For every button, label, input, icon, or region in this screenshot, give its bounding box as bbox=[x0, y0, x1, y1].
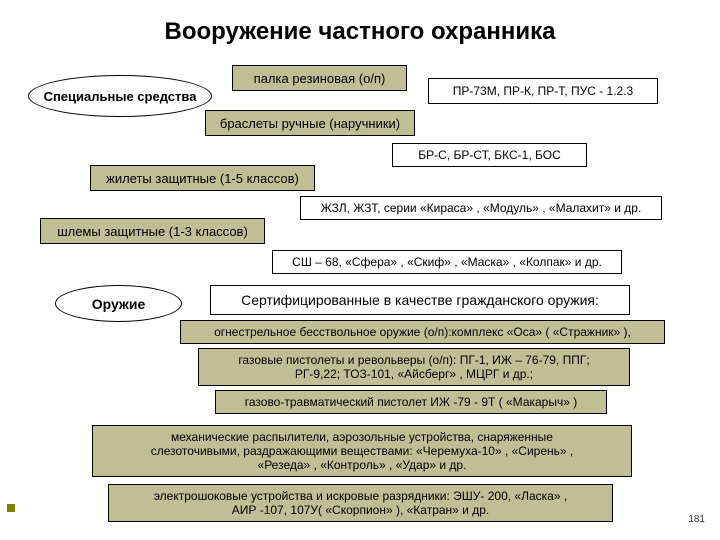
node-white-ssh: СШ – 68, «Сфера» , «Скиф» , «Маска» , «К… bbox=[272, 250, 622, 274]
footer-square-icon bbox=[7, 504, 15, 512]
node-ell-weapon: Оружие bbox=[55, 285, 182, 322]
node-olive-spray: механические распылители, аэрозольные ус… bbox=[92, 425, 632, 477]
node-white-brs: БР-С, БР-СТ, БКС-1, БОС bbox=[392, 143, 587, 167]
node-olive-bracelet: браслеты ручные (наручники) bbox=[205, 110, 415, 136]
page-title: Вооружение частного охранника bbox=[120, 18, 600, 46]
node-white-cert: Сертифицированные в качестве гражданског… bbox=[210, 285, 630, 315]
node-white-pr73: ПР-73М, ПР-К, ПР-Т, ПУС - 1.2.3 bbox=[428, 78, 658, 104]
node-olive-vests: жилеты защитные (1-5 классов) bbox=[90, 165, 315, 191]
node-olive-helmets: шлемы защитные (1-3 классов) bbox=[40, 218, 265, 244]
node-olive-firearm: огнестрельное бесствольное оружие (о/п):… bbox=[180, 320, 665, 344]
node-olive-trauma: газово-травматический пистолет ИЖ -79 - … bbox=[215, 390, 607, 414]
node-ell-special: Специальные средства bbox=[28, 75, 212, 117]
node-olive-stick: палка резиновая (о/п) bbox=[232, 65, 407, 91]
page-number: 181 bbox=[688, 514, 705, 525]
node-white-zhzl: ЖЗЛ, ЖЗТ, серии «Кираса» , «Модуль» , «М… bbox=[300, 196, 662, 220]
node-olive-gas: газовые пистолеты и револьверы (о/п): ПГ… bbox=[198, 348, 630, 386]
node-olive-shock: электрошоковые устройства и искровые раз… bbox=[108, 484, 613, 522]
